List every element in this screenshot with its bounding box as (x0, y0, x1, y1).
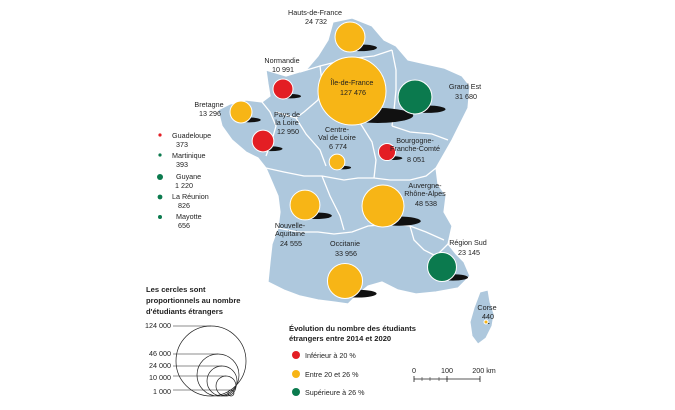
circle-pays-de-la-loire (251, 129, 275, 153)
label-auvergne-rhone-alpes: Auvergne- Rhône-Alpes 48 538 (404, 181, 448, 208)
overseas-value-mayotte: 656 (178, 221, 190, 230)
overseas-name-guadeloupe: Guadeloupe (172, 131, 211, 140)
overseas-name-la-reunion: La Réunion (172, 192, 209, 201)
overseas-value-guyane: 1 220 (175, 181, 193, 190)
size-value-124000: 124 000 (145, 321, 171, 330)
legend-label-yellow: Entre 20 et 26 % (305, 370, 359, 379)
circle-auvergne-rhone-alpes (361, 184, 405, 228)
label-region-sud: Région Sud 23 145 (449, 238, 489, 257)
label-pays-de-la-loire: Pays de la Loire 12 950 (274, 110, 302, 136)
circle-bretagne (229, 100, 253, 124)
overseas-guyane: Guyane 1 220 (157, 172, 201, 190)
label-corse: Corse 440 (477, 303, 498, 321)
size-value-46000: 46 000 (149, 349, 171, 358)
circle-corse (483, 319, 489, 325)
overseas-name-martinique: Martinique (172, 151, 206, 160)
legend-label-green: Supérieure à 26 % (305, 388, 365, 397)
overseas-value-la-reunion: 826 (178, 201, 190, 210)
label-bretagne: Bretagne 13 296 (194, 100, 225, 118)
legend-dot-green (292, 388, 300, 396)
circle-centre-val-de-loire (328, 153, 346, 171)
label-ile-de-france: Île-de-France 127 476 (330, 78, 376, 97)
scale-bar: 0 100 200 km (412, 366, 496, 382)
label-bourgogne-franche-comte: Bourgogne- Franche-Comté 8 051 (390, 136, 442, 164)
size-legend: Les cercles sont proportionnels au nombr… (145, 285, 247, 397)
legend-label-red: Inférieur à 20 % (305, 351, 356, 360)
size-legend-circles (175, 325, 247, 397)
scale-label-0: 0 (412, 366, 416, 375)
scale-label-100: 100 (441, 366, 453, 375)
overseas-dot-martinique (158, 153, 162, 157)
overseas-dot-la-reunion (157, 194, 163, 200)
overseas-dot-guadeloupe (158, 133, 162, 137)
size-circle-24000 (206, 365, 238, 397)
legend-dot-yellow (292, 370, 300, 378)
region-borders (261, 49, 449, 257)
size-legend-leaders (173, 325, 231, 391)
color-legend-item-red: Inférieur à 20 % (292, 351, 356, 360)
size-legend-values: 124 000 46 000 24 000 10 000 1 000 (145, 321, 171, 396)
size-value-1000: 1 000 (153, 387, 171, 396)
circle-normandie (272, 78, 294, 100)
overseas-dot-guyane (157, 174, 163, 180)
color-legend-item-yellow: Entre 20 et 26 % (292, 370, 359, 379)
size-value-10000: 10 000 (149, 373, 171, 382)
overseas-la-reunion: La Réunion 826 (157, 192, 209, 210)
label-grand-est: Grand Est 31 680 (449, 82, 483, 101)
overseas-regions: Guadeloupe 373 Martinique 393 Guyane 1 2… (157, 131, 211, 230)
corsica (469, 289, 495, 345)
proportional-circles (229, 21, 489, 325)
overseas-dot-mayotte (158, 215, 162, 219)
circle-nouvelle-aquitaine (289, 189, 321, 221)
circle-grand-est (397, 79, 433, 115)
region-labels: Hauts-de-France 24 732 Normandie 10 991 … (194, 8, 498, 321)
size-circle-124000 (175, 325, 247, 397)
circle-bourgogne-franche-comte (377, 142, 397, 162)
size-value-24000: 24 000 (149, 361, 171, 370)
circle-occitanie (326, 262, 364, 300)
label-normandie: Normandie 10 991 (264, 56, 301, 74)
circle-hauts-de-france (334, 21, 366, 53)
color-legend-title: Évolution du nombre des étudiants étrang… (289, 324, 418, 343)
label-hauts-de-france: Hauts-de-France 24 732 (288, 8, 344, 26)
legend-dot-red (292, 351, 300, 359)
overseas-martinique: Martinique 393 (158, 151, 206, 169)
circle-ile-de-france (317, 56, 387, 126)
size-legend-title: Les cercles sont proportionnels au nombr… (146, 285, 243, 316)
color-legend-item-green: Supérieure à 26 % (292, 388, 365, 397)
overseas-guadeloupe: Guadeloupe 373 (158, 131, 211, 149)
label-centre-val-de-loire: Centre- Val de Loire 6 774 (318, 125, 358, 151)
overseas-mayotte: Mayotte 656 (158, 212, 202, 230)
label-nouvelle-aquitaine: Nouvelle- Aquitaine 24 555 (275, 221, 307, 248)
overseas-name-guyane: Guyane (176, 172, 201, 181)
scale-label-200: 200 km (472, 366, 496, 375)
overseas-value-guadeloupe: 373 (176, 140, 188, 149)
circle-region-sud (427, 252, 457, 282)
color-legend: Évolution du nombre des étudiants étrang… (289, 324, 418, 397)
overseas-name-mayotte: Mayotte (176, 212, 202, 221)
label-occitanie: Occitanie 33 956 (330, 239, 362, 258)
overseas-value-martinique: 393 (176, 160, 188, 169)
